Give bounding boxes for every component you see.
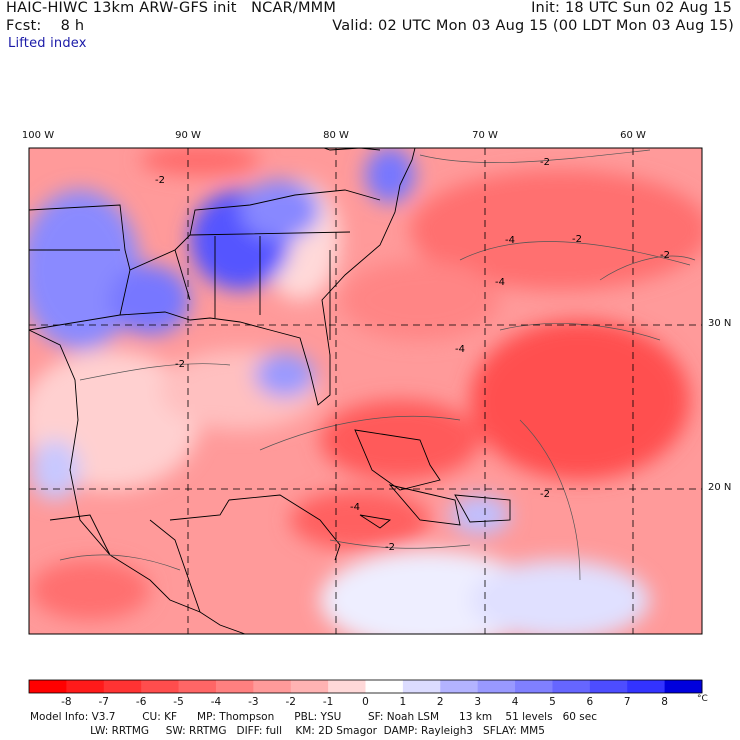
colorbar-swatch (402, 680, 441, 693)
colorbar-swatch (141, 680, 180, 693)
forecast-hour: Fcst: 8 h (6, 18, 85, 34)
coastlines (29, 148, 511, 634)
colorbar-swatch (103, 680, 142, 693)
contours (59, 149, 696, 581)
colorbar-tick-label: 8 (661, 696, 668, 708)
colorbar-tick-label: 1 (399, 696, 407, 708)
contour-label-group: -2 -4 -2 -2 -4 -4 -2 -2 -2 -4 -2 (155, 157, 670, 553)
map-frame (28, 147, 703, 635)
colorbar-swatch (627, 680, 666, 693)
colorbar-swatch (328, 680, 366, 693)
colorbar-swatch (215, 680, 254, 693)
contour-label: -2 (175, 359, 185, 370)
colorbar-swatch (365, 680, 404, 693)
colorbar-swatch (589, 680, 628, 693)
colorbar-swatch (253, 680, 292, 693)
contour-label: -2 (385, 542, 395, 553)
lat-label-20n: 20 N (708, 482, 732, 493)
lon-label-60w: 60 W (620, 130, 646, 141)
colorbar-tick-label: -8 (61, 696, 72, 708)
model-info-line1: Model Info: V3.7 CU: KF MP: Thompson PBL… (30, 711, 597, 723)
colorbar-unit: °C (697, 694, 708, 704)
colorbar-tick-label: -6 (135, 696, 147, 708)
map-field (29, 148, 702, 634)
contour-label: -2 (540, 489, 550, 500)
colorbar-tick-label: -5 (173, 696, 184, 708)
colorbar-tick-label: -1 (322, 696, 334, 708)
colorbar-swatch (664, 680, 703, 693)
contour-label: -4 (505, 235, 515, 246)
colorbar-tick-label: 6 (586, 696, 594, 708)
lon-label-90w: 90 W (175, 130, 201, 141)
contour-label: -2 (660, 250, 670, 261)
model-info-line2: LW: RRTMG SW: RRTMG DIFF: full KM: 2D Sm… (30, 725, 545, 737)
lat-label-30n: 30 N (708, 318, 732, 329)
colorbar-tick-label: -7 (98, 696, 110, 708)
lon-label-70w: 70 W (472, 130, 498, 141)
colorbar-tick-label: -2 (285, 696, 296, 708)
colorbar-swatch (66, 680, 105, 693)
colorbar-tick-label: -4 (210, 696, 222, 708)
colorbar-tick-label: 2 (436, 696, 444, 708)
lon-label-80w: 80 W (323, 130, 349, 141)
field-name: Lifted index (8, 36, 87, 51)
contour-label: -2 (572, 234, 582, 245)
colorbar-swatch (290, 680, 329, 693)
contour-label: -4 (495, 277, 505, 288)
colorbar-swatch (477, 680, 516, 693)
colorbar-tick-label: 7 (623, 696, 631, 708)
colorbar-swatch (29, 680, 67, 693)
contour-label: -2 (155, 175, 165, 186)
contour-label: -4 (350, 502, 360, 513)
contour-label: -4 (455, 344, 465, 355)
colorbar-tick-label: 0 (362, 696, 369, 708)
init-time: Init: 18 UTC Sun 02 Aug 15 (531, 0, 732, 16)
colorbar (28, 679, 703, 694)
colorbar-tick-label: 5 (549, 696, 556, 708)
colorbar-swatch (552, 680, 591, 693)
colorbar-swatch (178, 680, 217, 693)
colorbar-tick-label: 4 (511, 696, 519, 708)
colorbar-tick-label: 3 (474, 696, 481, 708)
colorbar-tick-label: -3 (248, 696, 259, 708)
lon-label-100w: 100 W (21, 130, 55, 141)
model-title: HAIC-HIWC 13km ARW-GFS init NCAR/MMM (6, 0, 337, 16)
colorbar-frame (28, 679, 703, 694)
colorbar-swatch (515, 680, 553, 693)
colorbar-swatch (440, 680, 479, 693)
valid-time: Valid: 02 UTC Mon 03 Aug 15 (00 LDT Mon … (332, 18, 734, 34)
latlon-grid (29, 148, 702, 634)
contour-label: -2 (540, 157, 550, 168)
